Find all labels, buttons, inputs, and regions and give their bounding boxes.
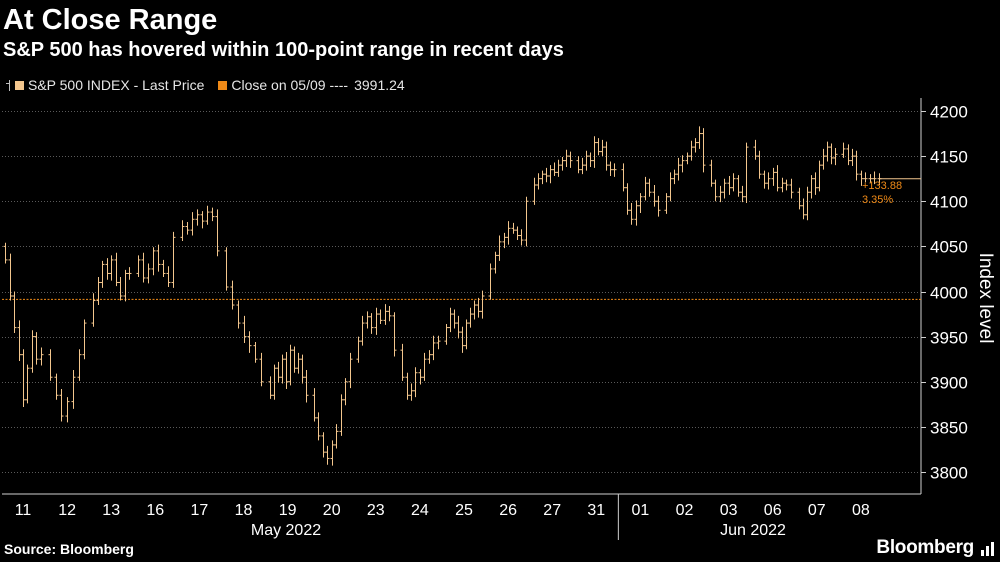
legend-item-series: S&P 500 INDEX - Last Price <box>6 76 204 94</box>
y-tick-label: 3850 <box>930 419 968 438</box>
x-tick-label: 26 <box>499 502 517 519</box>
x-tick-label: 13 <box>102 502 120 519</box>
y-tick-label: 4000 <box>930 284 968 303</box>
x-tick-label: 06 <box>764 502 782 519</box>
chart-title: At Close Range <box>3 4 218 36</box>
y-tick-label: 4150 <box>930 148 968 167</box>
y-axis-title: Index level <box>975 253 996 344</box>
chart-legend: S&P 500 INDEX - Last Price Close on 05/0… <box>6 76 419 94</box>
y-tick-label: 3800 <box>930 464 968 483</box>
x-tick-label: 17 <box>191 502 209 519</box>
brand-logo: Bloomberg <box>876 537 974 558</box>
x-tick-label: 27 <box>543 502 561 519</box>
x-tick-label: 07 <box>808 502 826 519</box>
x-tick-label: 25 <box>455 502 473 519</box>
y-tick-label: 3900 <box>930 374 968 393</box>
x-tick-label: 16 <box>146 502 164 519</box>
y-tick-label: 4200 <box>930 103 968 122</box>
x-tick-label: 31 <box>587 502 605 519</box>
legend-reference-value: 3991.24 <box>354 77 405 93</box>
x-group-label-may: May 2022 <box>251 522 321 539</box>
source-note: Source: Bloomberg <box>4 541 134 557</box>
x-tick-label: 20 <box>323 502 341 519</box>
percent-annotation: 3.35% <box>862 194 893 206</box>
x-group-label-jun: Jun 2022 <box>720 522 786 539</box>
x-tick-label: 01 <box>632 502 650 519</box>
x-tick-label: 12 <box>58 502 76 519</box>
y-tick-label: 4050 <box>930 238 968 257</box>
ohlc-bar-icon <box>6 79 14 91</box>
x-tick-label: 02 <box>676 502 694 519</box>
x-tick-label: 08 <box>852 502 870 519</box>
reference-swatch-icon <box>218 80 228 90</box>
x-tick-label: 23 <box>367 502 385 519</box>
bloomberg-bars-icon <box>981 542 994 556</box>
series-swatch-icon <box>15 80 24 90</box>
x-tick-label: 18 <box>235 502 253 519</box>
x-tick-label: 03 <box>720 502 738 519</box>
legend-reference-label: Close on 05/09 ---- <box>231 77 349 93</box>
x-tick-label: 19 <box>279 502 297 519</box>
x-tick-label: 24 <box>411 502 429 519</box>
legend-item-reference: Close on 05/09 ---- 3991.24 <box>218 76 405 94</box>
legend-series-label: S&P 500 INDEX - Last Price <box>28 77 205 93</box>
x-tick-label: 11 <box>15 502 32 519</box>
chart-subtitle: S&P 500 has hovered within 100-point ran… <box>3 39 564 61</box>
y-tick-label: 4100 <box>930 193 968 212</box>
y-tick-label: 3950 <box>930 329 968 348</box>
change-annotation: +133.88 <box>862 180 902 192</box>
